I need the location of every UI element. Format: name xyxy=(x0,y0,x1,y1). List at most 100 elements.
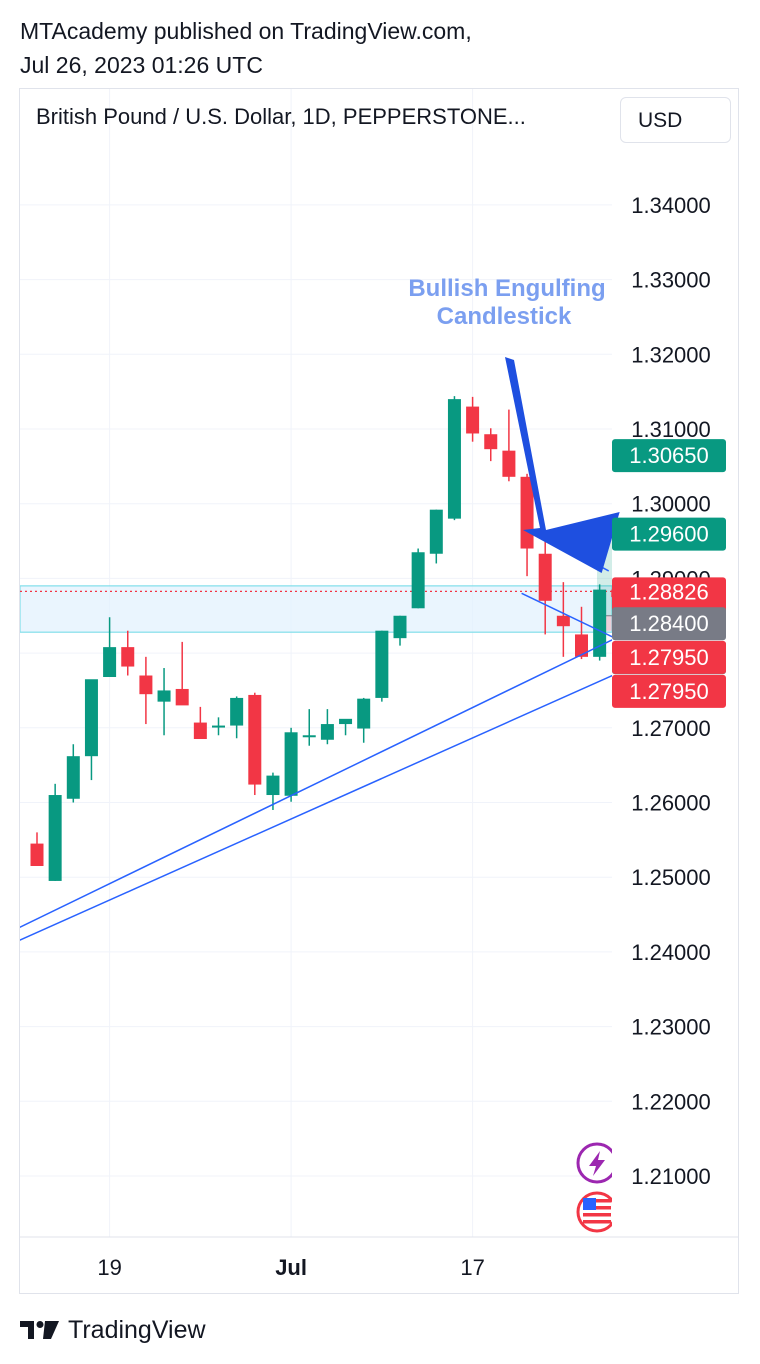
candle xyxy=(375,630,389,702)
candle xyxy=(175,641,189,706)
candle xyxy=(411,548,425,609)
candle xyxy=(30,832,44,866)
candle xyxy=(611,589,612,598)
price-label-bg xyxy=(612,517,726,551)
candle-body xyxy=(66,756,80,799)
candle-body xyxy=(266,775,280,796)
tradingview-logo-icon xyxy=(20,1321,59,1339)
candle xyxy=(339,718,353,736)
candle xyxy=(193,706,207,740)
candle-body xyxy=(447,399,461,519)
y-tick-label: 1.23000 xyxy=(631,1015,711,1040)
candle-body xyxy=(466,406,480,434)
price-label-text: 1.29600 xyxy=(629,522,709,547)
y-tick-label: 1.30000 xyxy=(631,492,711,517)
price-label-text: 1.28400 xyxy=(629,611,709,636)
chart-frame xyxy=(19,88,739,1294)
price-label-bg xyxy=(612,607,726,641)
candle-body xyxy=(502,450,516,477)
candle-body xyxy=(375,630,389,698)
candle xyxy=(284,727,298,802)
publisher-line: MTAcademy published on TradingView.com, xyxy=(20,18,472,44)
candle xyxy=(429,509,443,564)
support-zone xyxy=(20,585,612,633)
candle xyxy=(48,783,62,881)
price-scale-label: 1.27950 xyxy=(612,674,726,708)
x-tick-label: 19 xyxy=(97,1255,121,1280)
candle-body xyxy=(248,694,262,785)
candle-body xyxy=(84,679,98,757)
candle-body xyxy=(611,589,612,598)
price-label-bg xyxy=(612,674,726,708)
price-scale-label: 1.30650 xyxy=(612,439,726,473)
candle xyxy=(538,532,552,635)
candle xyxy=(393,615,407,646)
y-tick-label: 1.25000 xyxy=(631,865,711,890)
us-flag-stripe xyxy=(583,1199,611,1203)
y-tick-label: 1.27000 xyxy=(631,716,711,741)
candle xyxy=(593,584,607,661)
candle-body xyxy=(302,735,316,738)
price-scale-label: 1.27950 xyxy=(612,640,726,674)
trendline xyxy=(20,674,612,941)
price-label-text: 1.27950 xyxy=(629,679,709,704)
currency-label: USD xyxy=(638,109,683,132)
candle xyxy=(212,717,225,736)
symbol-title[interactable]: British Pound / U.S. Dollar, 1D, PEPPERS… xyxy=(36,104,526,129)
us-flag-stripe xyxy=(583,1206,611,1210)
y-tick-label: 1.21000 xyxy=(631,1164,711,1189)
candle-body xyxy=(393,615,407,639)
price-scale-label: 1.29600 xyxy=(612,517,726,551)
x-tick-label: 17 xyxy=(460,1255,484,1280)
candle-body xyxy=(484,434,498,450)
x-tick-label: Jul xyxy=(275,1255,307,1280)
candle-body xyxy=(30,843,44,866)
price-scale-label: 1.28400 xyxy=(612,607,726,641)
y-tick-label: 1.34000 xyxy=(631,193,711,218)
candle xyxy=(121,630,135,676)
candle xyxy=(66,744,80,803)
economic-event-icons xyxy=(576,1142,612,1233)
price-label-text: 1.28826 xyxy=(629,579,709,604)
candle xyxy=(84,679,98,781)
currency-selector[interactable]: USD xyxy=(620,97,731,143)
candle-body xyxy=(193,722,207,740)
tradingview-logo[interactable]: TradingView xyxy=(20,1314,206,1346)
plot-area xyxy=(20,396,612,1233)
candle-body xyxy=(357,698,371,729)
candle-body xyxy=(520,476,534,549)
publisher-info: MTAcademy published on TradingView.com, … xyxy=(20,14,472,82)
tradingview-brand: TradingView xyxy=(68,1315,206,1344)
y-tick-label: 1.22000 xyxy=(631,1089,711,1114)
candle-body xyxy=(175,688,189,706)
candle xyxy=(502,409,516,482)
trendline xyxy=(521,592,612,638)
y-tick-label: 1.32000 xyxy=(631,342,711,367)
us-flag-stripe xyxy=(583,1220,611,1224)
candle xyxy=(357,697,371,743)
annotation-line-2: Candlestick xyxy=(437,303,572,330)
candle xyxy=(230,696,244,739)
annotation-arrow xyxy=(505,357,620,573)
lightning-event-glyph xyxy=(589,1151,605,1176)
candle-body xyxy=(411,552,425,609)
candle xyxy=(520,473,534,577)
trendline xyxy=(20,639,612,929)
candle-body xyxy=(212,725,225,728)
candle-body xyxy=(139,675,153,695)
y-tick-label: 1.33000 xyxy=(631,268,711,293)
publish-date: Jul 26, 2023 01:26 UTC xyxy=(20,52,263,78)
us-flag-canton xyxy=(583,1198,596,1210)
candle xyxy=(302,709,316,746)
candle-body xyxy=(339,718,353,725)
price-label-bg xyxy=(612,439,726,473)
candle-body xyxy=(121,647,135,667)
y-tick-label: 1.24000 xyxy=(631,940,711,965)
candle xyxy=(575,606,588,660)
annotation-line-1: Bullish Engulfing xyxy=(408,275,605,302)
candle-body xyxy=(593,589,607,657)
candle xyxy=(139,656,153,725)
candle-body xyxy=(429,509,443,554)
candle xyxy=(484,428,498,462)
